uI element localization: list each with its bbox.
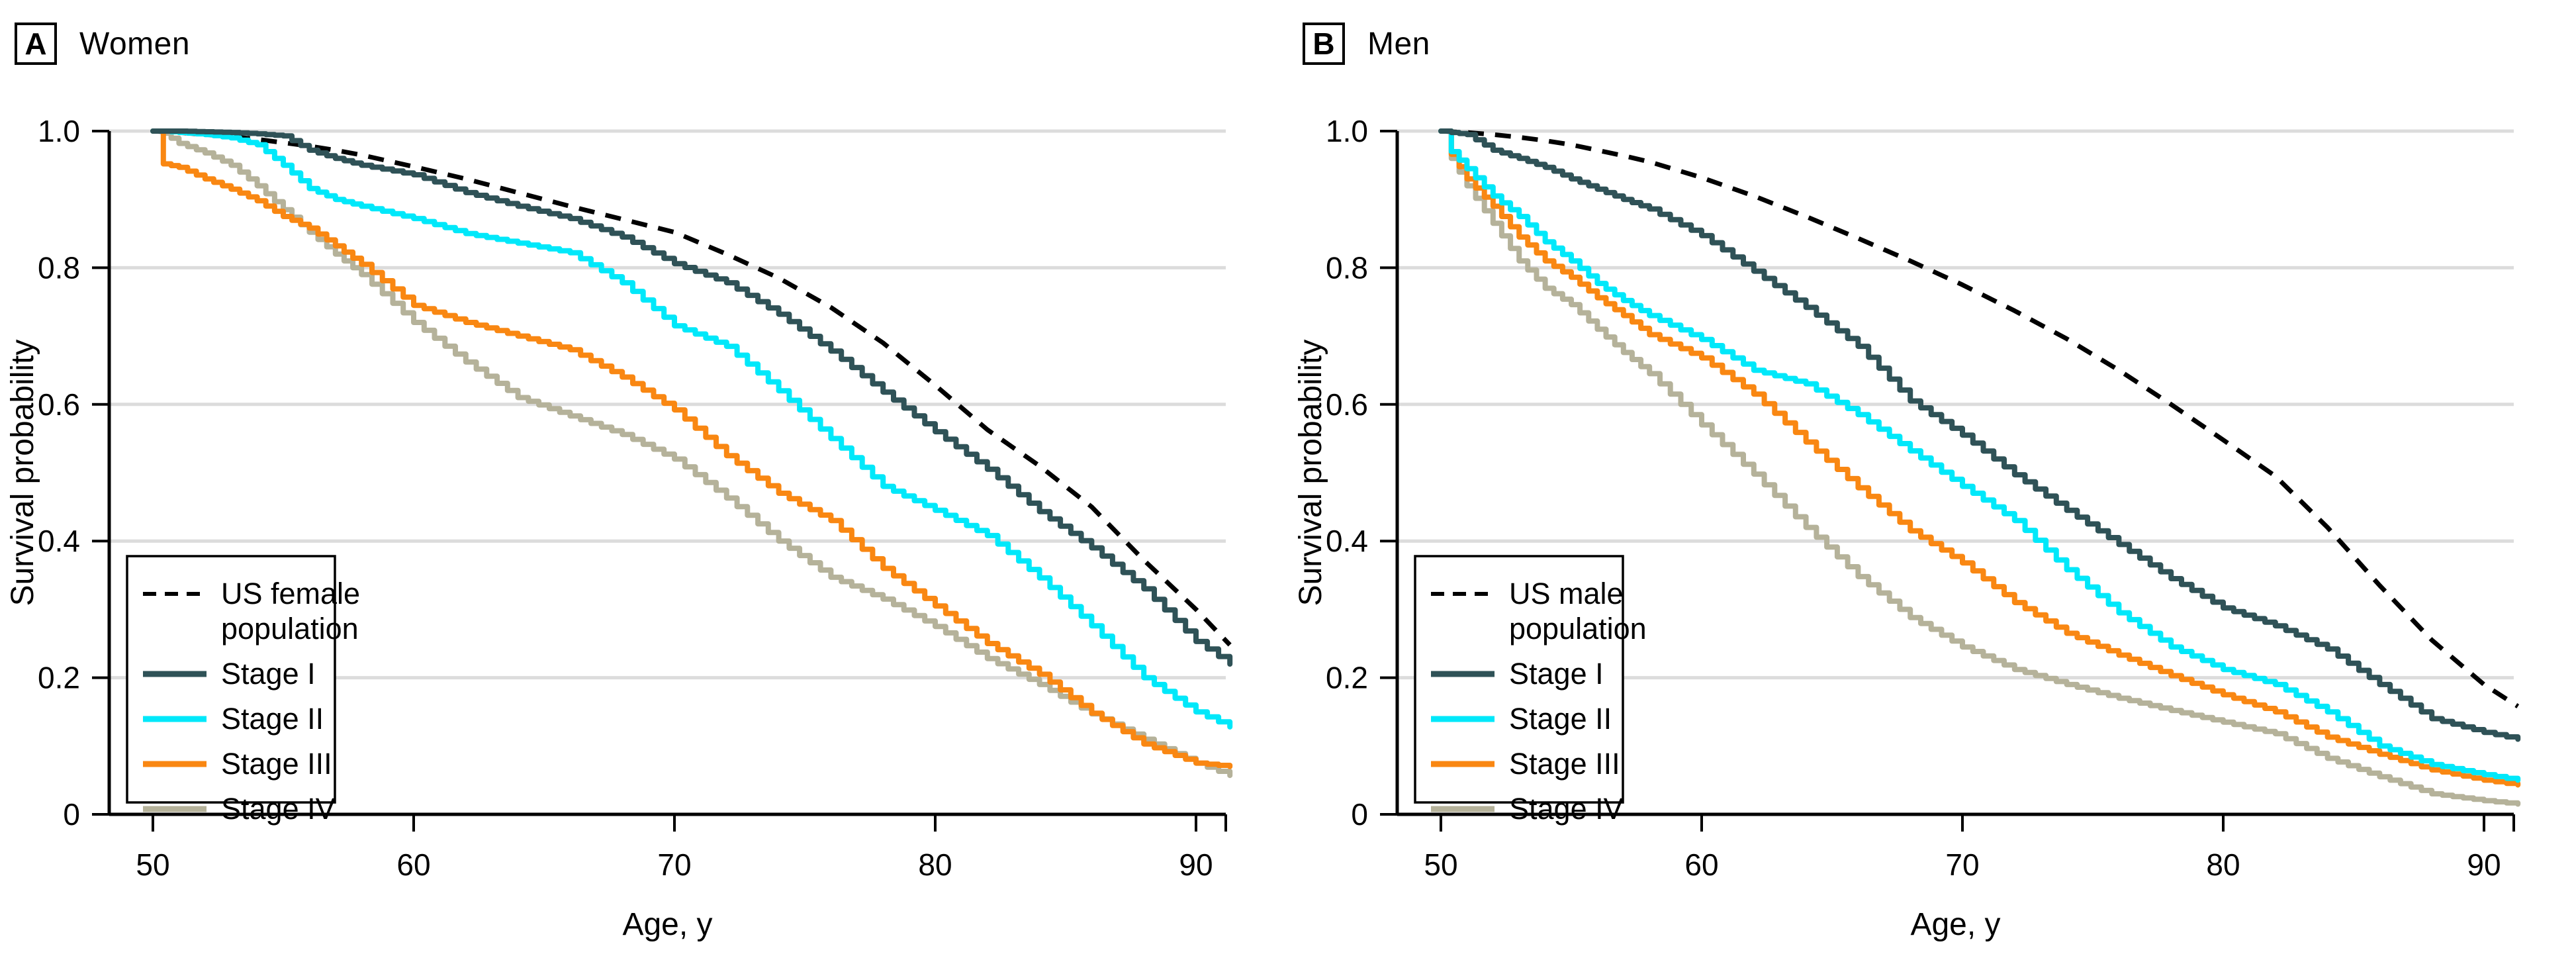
x-tick-label: 60 [396, 847, 430, 882]
legend-label-us-male-population: population [1509, 612, 1647, 646]
legend-label-us-female-population: US female [221, 577, 360, 610]
panel-women: A Women 1.0 0.8 0.6 0.4 0.2 0 50 60 70 80 90 Surviv… [5, 23, 1233, 942]
y-axis-title: Survival probability [1293, 340, 1328, 606]
x-tick-label: 80 [2206, 847, 2240, 882]
survival-chart-men: 1.0 0.8 0.6 0.4 0.2 0 50 60 70 80 90 Survival proba… [1293, 114, 2521, 942]
curve-stage-ii [1438, 128, 2521, 783]
curve-stage-i [1438, 128, 2521, 742]
x-tick-label: 50 [136, 847, 169, 882]
panel-men: B Men 1.0 0.8 0.6 0.4 0.2 0 50 60 70 80 90 Survival… [1288, 0, 2576, 960]
panel-title-men: Men [1367, 26, 1430, 62]
y-tick-label: 0.2 [38, 661, 80, 695]
curve-stage-iii [150, 128, 1233, 769]
panel-men-header: B Men [1303, 23, 1430, 65]
legend-label-stage-iii: Stage III [1509, 747, 1620, 781]
x-tick-label: 70 [657, 847, 691, 882]
y-tick-label: 1.0 [1326, 114, 1368, 148]
y-tick-label: 0.6 [38, 387, 80, 422]
legend-label-us-female-population: population [221, 612, 359, 646]
legend-label-stage-i: Stage I [1509, 657, 1604, 691]
curve-stage-ii [150, 128, 1233, 730]
panel-tag-b: B [1303, 23, 1345, 65]
curve-stage-iv [1438, 128, 2521, 807]
x-tick-label: 60 [1684, 847, 1718, 882]
y-axis-title: Survival probability [5, 340, 40, 606]
y-tick-label: 0.4 [1326, 524, 1368, 558]
x-axis-title: Age, y [622, 907, 712, 942]
y-tick-label: 0.2 [1326, 661, 1368, 695]
y-tick-label: 1.0 [38, 114, 80, 148]
x-tick-label: 50 [1424, 847, 1457, 882]
x-tick-label: 90 [2467, 847, 2501, 882]
legend-label-stage-iii: Stage III [221, 747, 332, 781]
curve-us-male-population [1440, 128, 2520, 708]
y-tick-label: 0 [1351, 797, 1368, 832]
x-tick-label: 70 [1945, 847, 1979, 882]
y-tick-label: 0.4 [38, 524, 80, 558]
y-tick-label: 0 [63, 797, 80, 832]
legend-label-stage-ii: Stage II [1509, 702, 1612, 736]
panel-title-women: Women [79, 26, 191, 62]
legend-label-stage-iv: Stage IV [221, 792, 336, 826]
y-tick-label: 0.6 [1326, 387, 1368, 422]
legend-label-stage-i: Stage I [221, 657, 316, 691]
legend-label-stage-ii: Stage II [221, 702, 324, 736]
x-axis-title: Age, y [1910, 907, 2000, 942]
panel-tag-a: A [15, 23, 57, 65]
panel-women-header: A Women [15, 23, 190, 65]
x-tick-label: 90 [1179, 847, 1213, 882]
legend-label-us-male-population: US male [1509, 577, 1624, 610]
y-tick-label: 0.8 [38, 250, 80, 285]
curve-stage-i [150, 128, 1233, 667]
curve-stage-iii [1438, 128, 2521, 788]
legend-label-stage-iv: Stage IV [1509, 792, 1624, 826]
survival-chart-women: 1.0 0.8 0.6 0.4 0.2 0 50 60 70 80 90 Survival proba… [5, 114, 1233, 942]
x-tick-label: 80 [918, 847, 952, 882]
y-tick-label: 0.8 [1326, 250, 1368, 285]
